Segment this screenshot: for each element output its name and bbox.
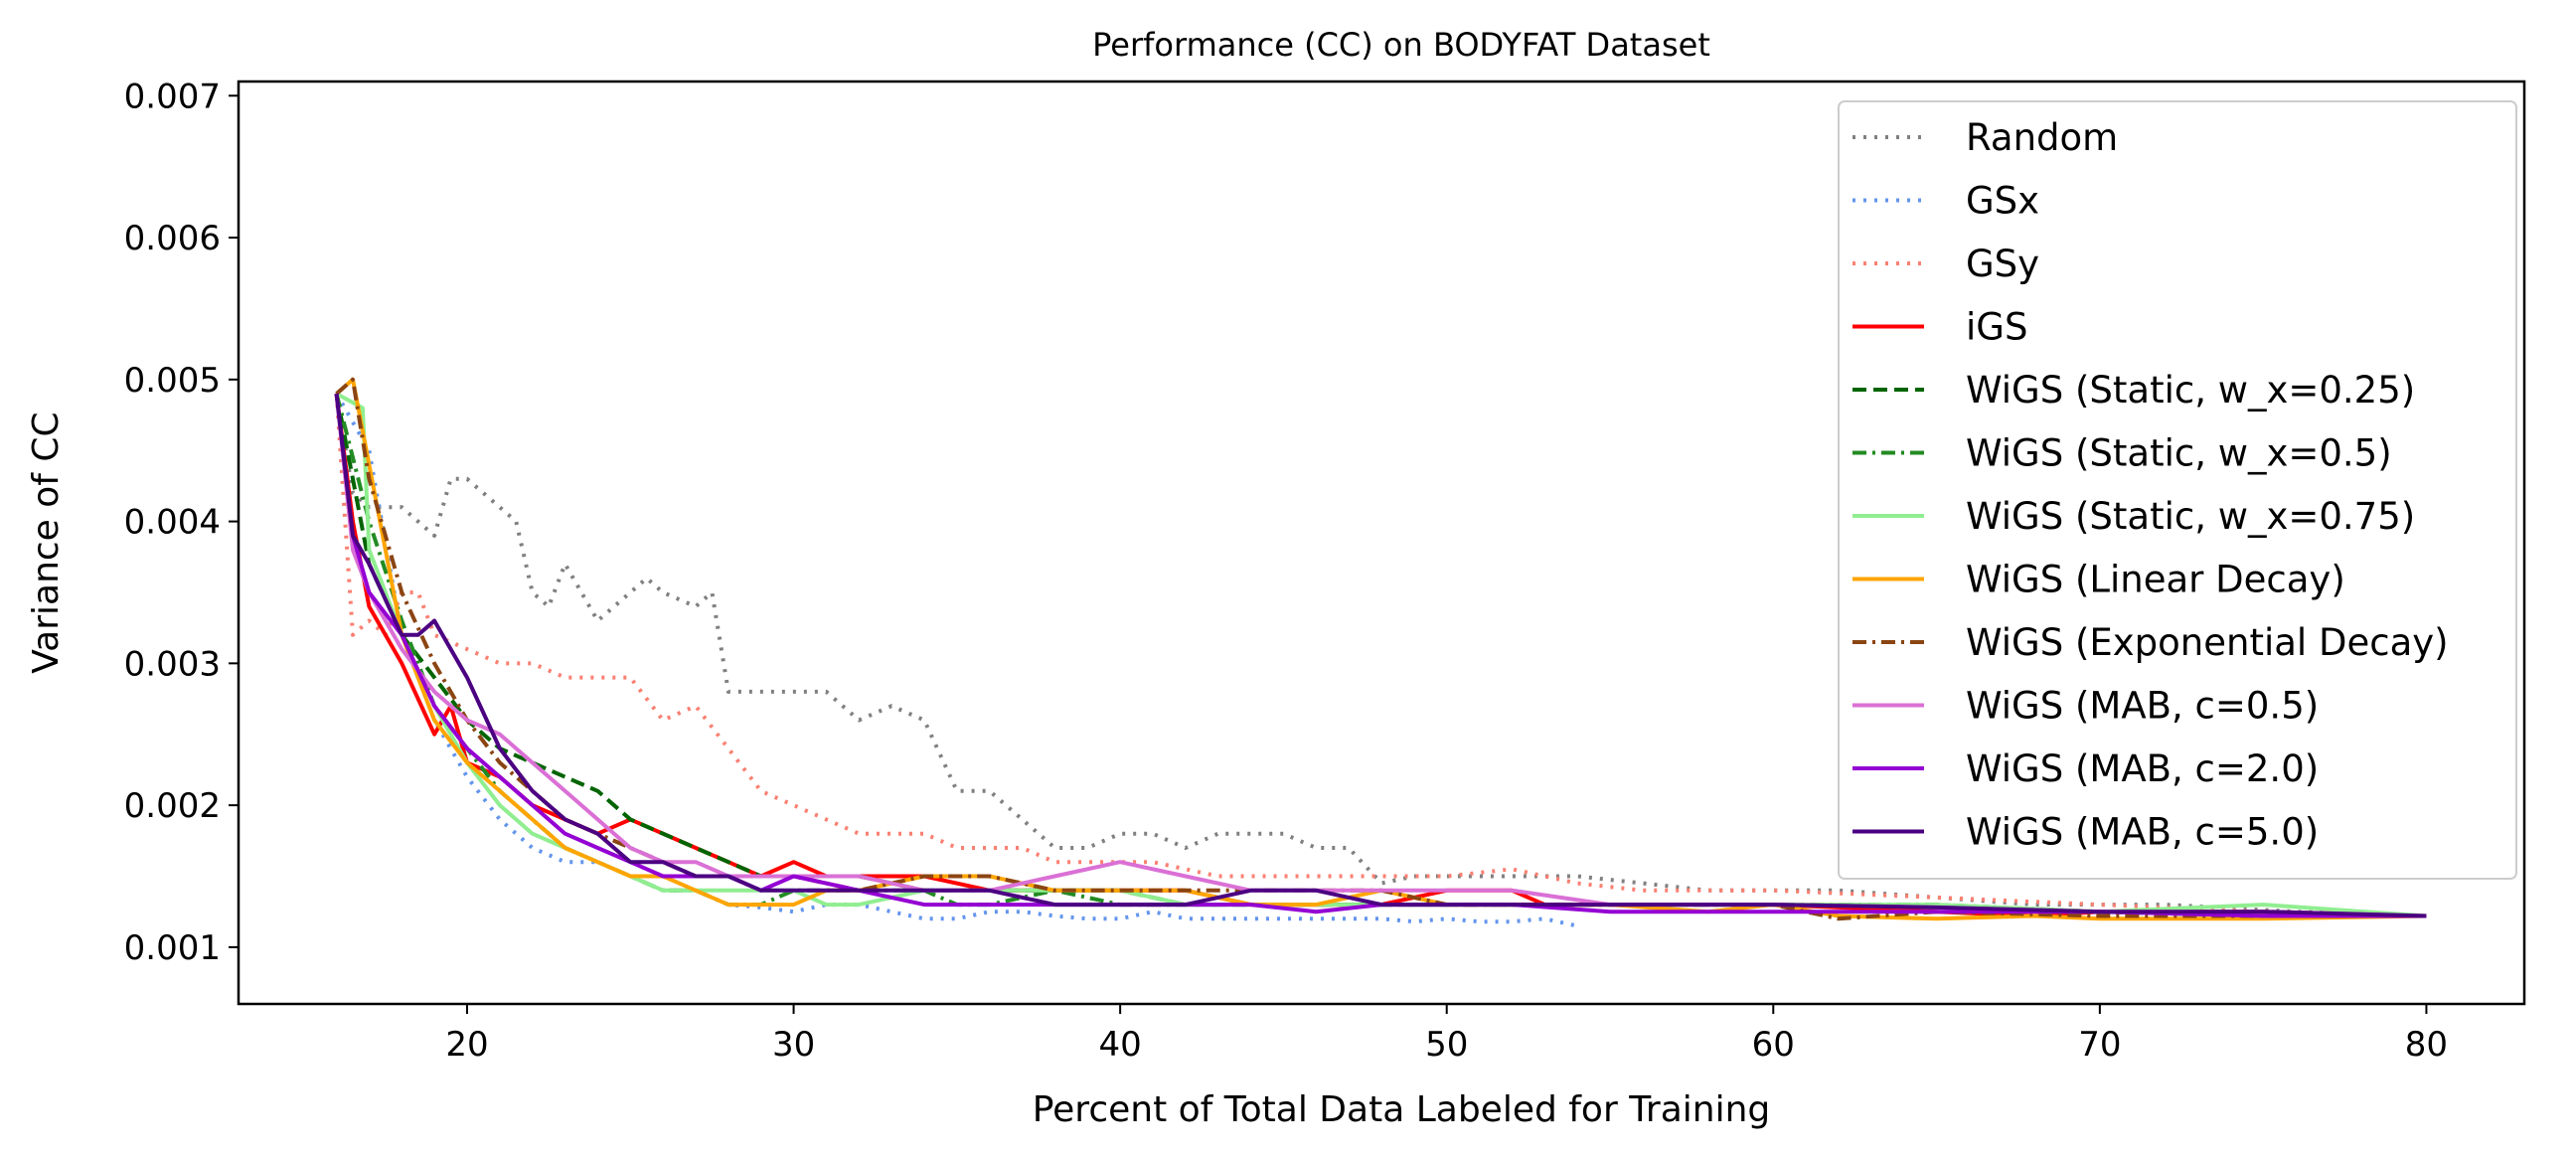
legend-label: WiGS (Linear Decay) [1966, 559, 2345, 601]
legend-label: WiGS (Static, w_x=0.75) [1966, 495, 2415, 538]
y-tick-label: 0.004 [124, 503, 221, 543]
x-tick-label: 50 [1425, 1025, 1468, 1065]
series-line [334, 393, 2427, 918]
legend-label: WiGS (MAB, c=0.5) [1966, 685, 2319, 728]
legend-label: WiGS (Static, w_x=0.5) [1966, 432, 2392, 475]
legend-label: GSx [1966, 180, 2039, 223]
legend-label: WiGS (MAB, c=2.0) [1966, 747, 2319, 790]
x-tick-label: 20 [445, 1025, 488, 1065]
legend-label: WiGS (Static, w_x=0.25) [1966, 369, 2415, 412]
chart-title: Performance (CC) on BODYFAT Dataset [1092, 26, 1710, 64]
x-tick-label: 70 [2078, 1025, 2121, 1065]
series-line [334, 393, 2427, 918]
series-line [334, 393, 1578, 928]
x-tick-label: 30 [772, 1025, 815, 1065]
y-tick-label: 0.005 [124, 361, 221, 401]
y-tick-label: 0.007 [124, 77, 221, 116]
y-axis-label: Variance of CC [26, 412, 67, 673]
y-tick-label: 0.003 [124, 644, 221, 684]
x-axis-label: Percent of Total Data Labeled for Traini… [1033, 1089, 1771, 1130]
series-layer [334, 377, 2427, 928]
x-tick-label: 80 [2405, 1025, 2448, 1065]
series-line [334, 393, 2427, 918]
legend-label: iGS [1966, 306, 2027, 349]
legend: Random GSx GSy iGS WiGS (Static, w_x=0.25) Wi… [1838, 100, 2517, 880]
legend-label: Random [1966, 116, 2118, 159]
y-tick-label: 0.006 [124, 219, 221, 258]
legend-label: GSy [1966, 243, 2039, 285]
y-tick-label: 0.002 [124, 786, 221, 826]
y-axis: 0.001 0.002 0.003 0.004 0.005 0.006 0.007 [124, 77, 239, 968]
legend-label: WiGS (MAB, c=5.0) [1966, 811, 2319, 854]
x-tick-label: 40 [1099, 1025, 1142, 1065]
legend-box [1838, 100, 2517, 880]
x-axis: 20 30 40 50 60 70 80 [445, 1004, 2448, 1065]
plot-frame [237, 80, 2526, 1006]
plot-area [334, 377, 2427, 928]
x-tick-label: 60 [1752, 1025, 1795, 1065]
y-tick-label: 0.001 [124, 928, 221, 968]
legend-label: WiGS (Exponential Decay) [1966, 621, 2449, 664]
